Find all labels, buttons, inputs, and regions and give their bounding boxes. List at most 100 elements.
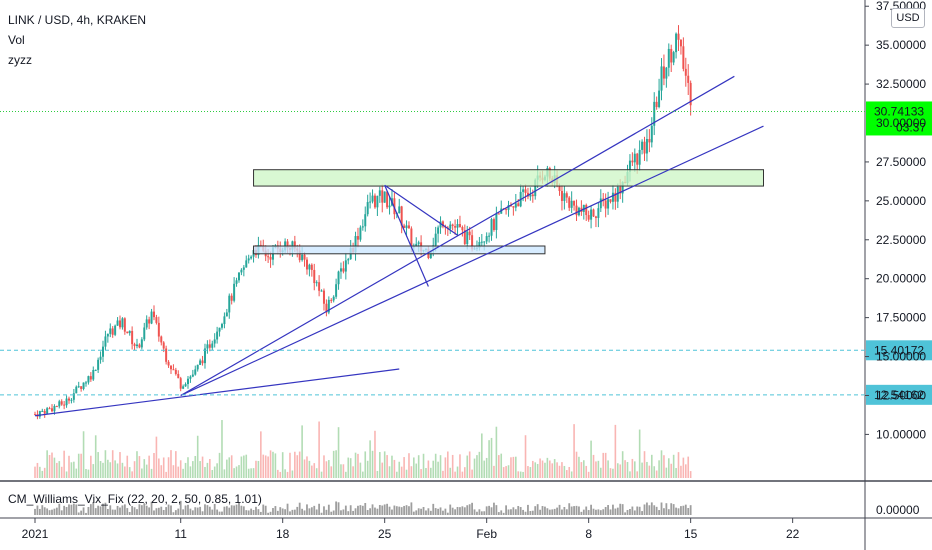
vix-fix-bar (541, 506, 544, 515)
vix-fix-bar (332, 510, 335, 515)
volume-bar (36, 462, 39, 478)
vix-fix-bar (55, 507, 58, 515)
candle-body (495, 213, 498, 230)
vix-fix-bar (89, 504, 92, 515)
horizontal-line-label-2: 12.54162 (874, 388, 924, 402)
volume-bar (529, 467, 532, 478)
volume-bar (328, 460, 330, 478)
candle-body (490, 219, 493, 236)
volume-bar (551, 463, 554, 478)
candle-body (371, 195, 374, 202)
candle-body (638, 149, 641, 165)
vix-fix-bar (174, 510, 177, 515)
volume-bar (306, 456, 308, 478)
vix-fix-bar (342, 509, 345, 515)
vix-fix-bar (548, 509, 551, 515)
vix-fix-bar (187, 504, 189, 515)
candle-body (599, 198, 602, 209)
volume-bar (420, 469, 422, 478)
volume-bar (308, 460, 311, 478)
candle-body (211, 343, 214, 348)
candle-body (335, 284, 338, 297)
volume-bar (330, 466, 333, 478)
volume-bar (614, 424, 617, 478)
volume-bar (70, 462, 73, 478)
volume-bar (539, 458, 541, 478)
volume-bar (655, 470, 658, 478)
vix-fix-bar (99, 506, 102, 515)
volume-bar (260, 431, 262, 478)
candle-body (393, 198, 396, 215)
candle-body (361, 226, 364, 228)
vix-fix-bar (247, 510, 250, 515)
currency-button[interactable]: USD (891, 8, 925, 28)
vix-fix-bar (208, 506, 211, 515)
candle-body (386, 191, 389, 208)
candle-body (655, 101, 658, 108)
candle-body (305, 259, 308, 270)
volume-bar (320, 471, 323, 478)
volume-bar (507, 465, 510, 478)
vix-fix-bar (70, 504, 73, 515)
candle-body (587, 215, 590, 220)
volume-bar (541, 460, 544, 478)
volume-bar (464, 467, 466, 478)
candle-body (92, 369, 95, 380)
volume-bar (670, 463, 673, 478)
candle-body (611, 192, 614, 202)
candle-body (560, 190, 563, 201)
time-tick-label: 8 (585, 527, 592, 541)
candle-body (157, 322, 160, 337)
volume-bar (131, 471, 133, 478)
vix-fix-bar (412, 511, 415, 515)
vix-fix-bar (72, 503, 75, 515)
volume-bar (388, 466, 391, 478)
candle-body (58, 401, 61, 407)
vix-fix-bar (493, 502, 495, 515)
volume-bar (573, 424, 575, 478)
candle-body (301, 254, 304, 261)
vix-fix-bar (461, 506, 464, 515)
vix-fix-bar (281, 508, 284, 515)
candle-body (240, 269, 243, 273)
vix-fix-bar (286, 503, 289, 515)
vix-fix-bar (670, 503, 673, 515)
volume-bar (444, 457, 447, 478)
vix-fix-bar (34, 508, 36, 515)
volume-bar (257, 460, 260, 478)
volume-bar (46, 450, 48, 478)
candle-body (318, 282, 321, 291)
vix-fix-bar (624, 512, 626, 515)
vix-fix-bar (138, 504, 141, 515)
volume-bar (381, 462, 384, 478)
volume-bar (493, 465, 495, 478)
vix-fix-bar (340, 510, 342, 515)
candle-body (619, 186, 622, 194)
vix-fix-bar (546, 508, 549, 515)
candle-body (247, 258, 250, 261)
volume-bar (238, 465, 240, 478)
volume-bar (97, 452, 99, 478)
vix-fix-bar (153, 510, 155, 515)
vix-fix-bar (313, 505, 316, 515)
vix-fix-bar (500, 510, 503, 515)
volume-bar (189, 466, 192, 478)
volume-bar (221, 420, 223, 478)
symbol-label: LINK / USD, 4h, KRAKEN (8, 13, 147, 27)
volume-bar (490, 437, 493, 478)
candle-body (400, 206, 403, 226)
vix-fix-bar (473, 509, 476, 515)
candle-body (653, 101, 656, 126)
vix-fix-bar (585, 506, 588, 515)
vix-fix-bar (46, 508, 49, 515)
candle-body (38, 411, 41, 417)
vix-fix-bar (301, 508, 304, 515)
candle-body (293, 241, 296, 249)
vix-fix-bar (238, 502, 240, 515)
volume-bar (296, 455, 299, 478)
vix-fix-bar (429, 510, 432, 515)
volume-bar (80, 453, 82, 478)
vix-fix-bar (349, 505, 352, 515)
vix-fix-bar (391, 509, 393, 515)
